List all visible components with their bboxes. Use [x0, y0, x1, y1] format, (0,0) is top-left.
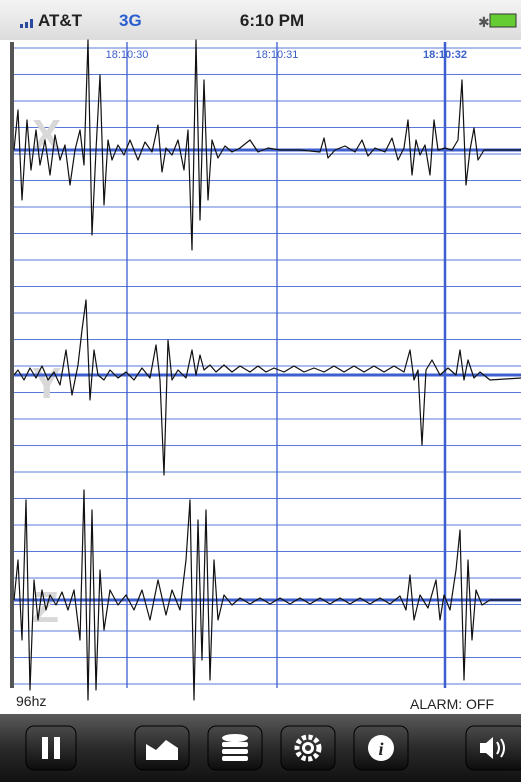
signal-bars	[20, 19, 33, 28]
channel-label: Y	[32, 359, 61, 408]
database-button[interactable]	[207, 725, 263, 771]
carrier: AT&T	[38, 11, 83, 30]
waveform	[13, 299, 521, 476]
time-label: 18:10:32	[423, 49, 467, 61]
battery	[489, 13, 517, 28]
time-label: 18:10:31	[256, 49, 299, 61]
info-button[interactable]: i	[353, 725, 409, 771]
grid-horizontal	[14, 47, 521, 685]
network: 3G	[119, 11, 142, 30]
settings-button[interactable]	[280, 725, 336, 771]
volume-button[interactable]	[465, 725, 521, 771]
chart-button[interactable]	[134, 725, 190, 771]
time-label: 18:10:30	[106, 49, 149, 61]
sample-rate: 96hz	[16, 693, 46, 709]
clock: 6:10 PM	[240, 11, 304, 30]
svg-text:i: i	[378, 739, 383, 759]
status-bar	[0, 0, 521, 40]
left-edge	[10, 42, 14, 688]
waveform	[13, 489, 521, 701]
waveform	[13, 39, 521, 251]
alarm-status: ALARM: OFF	[410, 696, 494, 712]
pause-button[interactable]	[25, 725, 77, 771]
bluetooth: ✱	[478, 14, 490, 30]
